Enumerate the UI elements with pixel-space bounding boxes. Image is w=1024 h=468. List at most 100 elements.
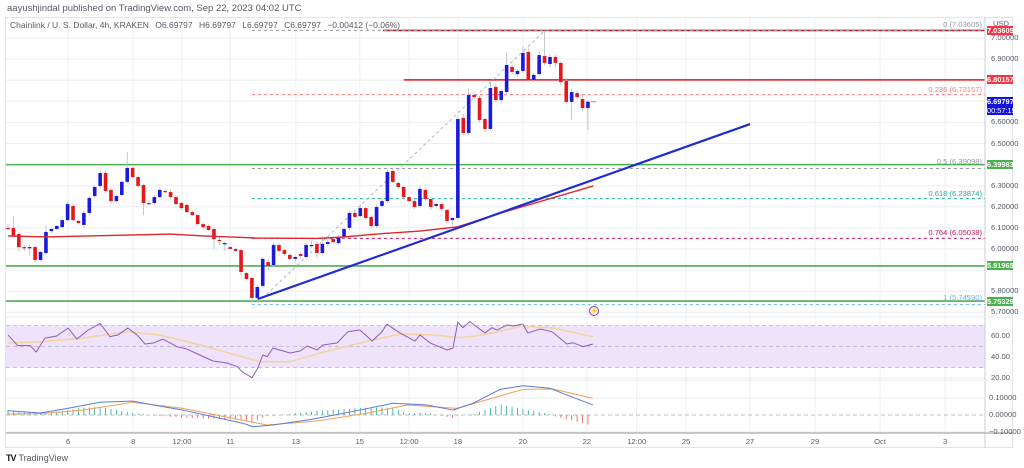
bear-candle bbox=[17, 234, 21, 248]
bear-candle bbox=[76, 220, 81, 224]
lightning-alert-icon[interactable]: ⚡ bbox=[589, 306, 599, 316]
time-tick-label: 25 bbox=[681, 437, 691, 446]
price-tick-label: 6.90000 bbox=[991, 54, 1019, 64]
bear-candle bbox=[71, 205, 75, 221]
time-tick-label: 15 bbox=[355, 437, 364, 446]
fib-label-0.618: 0.618 (6.23874) bbox=[928, 188, 982, 198]
bull-candle bbox=[87, 197, 92, 213]
bear-candle bbox=[212, 228, 216, 240]
bull-candle bbox=[27, 247, 32, 249]
bull-candle bbox=[38, 251, 43, 260]
bear-candle bbox=[542, 55, 547, 63]
bear-candle bbox=[439, 204, 444, 209]
legend-open: O6.69797 bbox=[155, 20, 193, 30]
bull-candle bbox=[342, 228, 346, 237]
bear-candle bbox=[472, 94, 476, 98]
price-badge: 5.75329 bbox=[987, 296, 1014, 306]
bear-candle bbox=[233, 249, 238, 251]
bear-candle bbox=[407, 197, 411, 202]
price-badge: 7.03605 bbox=[987, 25, 1014, 35]
bull-candle bbox=[358, 208, 363, 217]
bear-candle bbox=[244, 273, 249, 279]
time-tick-label: 12:00 bbox=[172, 437, 192, 446]
price-badge: 6.80157 bbox=[987, 75, 1014, 85]
bull-candle bbox=[125, 167, 130, 182]
legend-symbol: Chainlink / U. S. Dollar, 4h, KRAKEN bbox=[10, 20, 149, 30]
bull-candle bbox=[255, 286, 260, 298]
pane-dividers[interactable] bbox=[6, 17, 1013, 448]
bull-candle bbox=[152, 197, 157, 204]
bear-candle bbox=[266, 262, 270, 267]
tradingview-logo-icon: TV bbox=[6, 453, 16, 463]
price-tick-label: 6.20000 bbox=[991, 201, 1019, 211]
bear-candle bbox=[363, 208, 368, 218]
bear-candle bbox=[11, 227, 16, 236]
bear-candle bbox=[369, 216, 373, 227]
bear-candle bbox=[298, 254, 303, 256]
bear-candle bbox=[33, 247, 37, 260]
bull-candle bbox=[548, 56, 552, 64]
tradingview-brand: TradingView bbox=[18, 453, 69, 463]
bull-candle bbox=[309, 244, 314, 247]
bear-candle bbox=[494, 86, 498, 101]
publish-line: aayushjindal published on TradingView.co… bbox=[7, 3, 302, 14]
bull-candle bbox=[456, 119, 460, 218]
bull-candle bbox=[82, 212, 86, 225]
bear-candle bbox=[477, 97, 482, 121]
bull-candle bbox=[466, 94, 471, 133]
bear-candle bbox=[282, 250, 287, 255]
time-tick-label: 3 bbox=[942, 437, 948, 446]
bear-candle bbox=[239, 250, 243, 272]
bear-candle bbox=[141, 185, 146, 204]
price-badge: 5.91965 bbox=[987, 261, 1014, 271]
bull-candle bbox=[293, 257, 298, 259]
bull-candle bbox=[114, 196, 119, 202]
bull-candle bbox=[569, 92, 574, 102]
macd-line bbox=[7, 385, 593, 428]
fib-label-1: 1 (5.74590) bbox=[943, 292, 982, 302]
fib-diagonal bbox=[257, 30, 546, 303]
bear-candle bbox=[483, 119, 487, 129]
time-tick-label: 12:00 bbox=[627, 437, 647, 446]
tradingview-logo[interactable]: TV TradingView bbox=[6, 453, 68, 463]
bear-candle bbox=[179, 203, 184, 209]
price-tick-label: 6.50000 bbox=[991, 138, 1019, 148]
currency-label: USD bbox=[993, 19, 1010, 28]
bear-candle bbox=[353, 212, 357, 217]
legend-high: H6.69797 bbox=[198, 20, 236, 30]
bull-candle bbox=[223, 243, 227, 245]
fib-label-0.764: 0.764 (6.05038) bbox=[928, 228, 982, 238]
bear-candle bbox=[526, 51, 531, 80]
time-tick-label: 29 bbox=[810, 437, 820, 446]
bear-candle bbox=[174, 197, 178, 205]
price-badge: 6.69797 00:57:15 bbox=[987, 97, 1016, 116]
bull-candle bbox=[65, 204, 70, 221]
bear-candle bbox=[331, 239, 335, 243]
bear-candle bbox=[428, 198, 433, 208]
bull-candle bbox=[434, 204, 438, 206]
bear-candle bbox=[559, 62, 563, 83]
bear-candle bbox=[147, 203, 151, 205]
bear-candle bbox=[564, 81, 569, 102]
bear-candle bbox=[22, 247, 27, 249]
bull-candle bbox=[49, 228, 54, 232]
bear-candle bbox=[130, 167, 135, 178]
bear-candle bbox=[163, 190, 167, 193]
bear-candle bbox=[250, 277, 254, 298]
bull-candle bbox=[336, 236, 341, 244]
bear-candle bbox=[206, 226, 211, 231]
fibonacci-retracement[interactable] bbox=[251, 29, 985, 306]
bull-candle bbox=[54, 226, 59, 229]
chart-legend: Chainlink / U. S. Dollar, 4h, KRAKEN O6.… bbox=[10, 20, 404, 30]
bull-candle bbox=[385, 171, 390, 202]
bullish-trendline bbox=[257, 123, 751, 301]
bear-candle bbox=[185, 204, 189, 213]
bull-candle bbox=[325, 242, 330, 244]
rsi-tick-label: 40.00 bbox=[991, 352, 1011, 361]
macd-signal-line bbox=[7, 388, 593, 426]
bear-candle bbox=[391, 170, 395, 182]
legend-change: −0.00412 (−0.06%) bbox=[327, 20, 401, 30]
fib-label-0: 0 (7.03605) bbox=[943, 20, 982, 30]
rsi-band bbox=[6, 325, 985, 416]
